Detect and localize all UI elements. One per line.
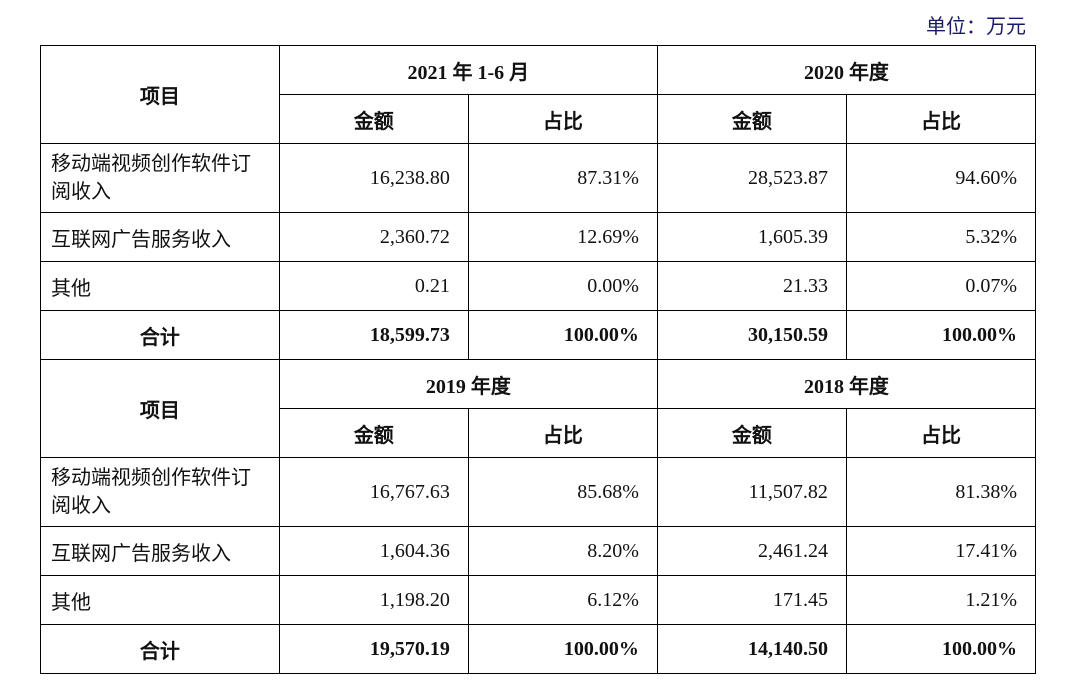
hdr-ratio: 占比: [846, 95, 1035, 144]
hdr-ratio: 占比: [846, 409, 1035, 458]
cell-ratio: 81.38%: [846, 458, 1035, 527]
table-row-total: 合计 18,599.73 100.00% 30,150.59 100.00%: [41, 311, 1036, 360]
cell-amount: 2,360.72: [279, 213, 468, 262]
cell-amount: 28,523.87: [657, 144, 846, 213]
hdr-ratio: 占比: [468, 409, 657, 458]
row-label: 移动端视频创作软件订阅收入: [41, 144, 280, 213]
hdr-period-2021h1: 2021 年 1-6 月: [279, 46, 657, 95]
cell-amount: 18,599.73: [279, 311, 468, 360]
table-row: 项目 2021 年 1-6 月 2020 年度: [41, 46, 1036, 95]
cell-amount: 16,767.63: [279, 458, 468, 527]
table-row: 互联网广告服务收入 1,604.36 8.20% 2,461.24 17.41%: [41, 527, 1036, 576]
hdr-ratio: 占比: [468, 95, 657, 144]
cell-ratio: 85.68%: [468, 458, 657, 527]
cell-ratio: 94.60%: [846, 144, 1035, 213]
hdr-period-2020: 2020 年度: [657, 46, 1035, 95]
hdr-period-2019: 2019 年度: [279, 360, 657, 409]
table-row: 移动端视频创作软件订阅收入 16,767.63 85.68% 11,507.82…: [41, 458, 1036, 527]
unit-label: 单位：万元: [40, 10, 1036, 39]
row-label: 其他: [41, 262, 280, 311]
cell-amount: 14,140.50: [657, 625, 846, 674]
cell-ratio: 1.21%: [846, 576, 1035, 625]
cell-amount: 19,570.19: [279, 625, 468, 674]
cell-ratio: 12.69%: [468, 213, 657, 262]
cell-ratio: 8.20%: [468, 527, 657, 576]
cell-ratio: 0.00%: [468, 262, 657, 311]
hdr-project: 项目: [41, 46, 280, 144]
cell-amount: 1,604.36: [279, 527, 468, 576]
row-label: 其他: [41, 576, 280, 625]
cell-amount: 2,461.24: [657, 527, 846, 576]
cell-amount: 16,238.80: [279, 144, 468, 213]
hdr-project: 项目: [41, 360, 280, 458]
hdr-period-2018: 2018 年度: [657, 360, 1035, 409]
row-total-label: 合计: [41, 625, 280, 674]
table-row: 其他 1,198.20 6.12% 171.45 1.21%: [41, 576, 1036, 625]
cell-ratio: 100.00%: [468, 311, 657, 360]
cell-ratio: 0.07%: [846, 262, 1035, 311]
cell-ratio: 100.00%: [846, 311, 1035, 360]
cell-ratio: 87.31%: [468, 144, 657, 213]
table-row-total: 合计 19,570.19 100.00% 14,140.50 100.00%: [41, 625, 1036, 674]
cell-amount: 0.21: [279, 262, 468, 311]
cell-ratio: 100.00%: [846, 625, 1035, 674]
table-row: 移动端视频创作软件订阅收入 16,238.80 87.31% 28,523.87…: [41, 144, 1036, 213]
cell-amount: 30,150.59: [657, 311, 846, 360]
cell-amount: 1,605.39: [657, 213, 846, 262]
cell-ratio: 100.00%: [468, 625, 657, 674]
hdr-amount: 金额: [657, 409, 846, 458]
hdr-amount: 金额: [279, 409, 468, 458]
table-row: 互联网广告服务收入 2,360.72 12.69% 1,605.39 5.32%: [41, 213, 1036, 262]
row-label: 移动端视频创作软件订阅收入: [41, 458, 280, 527]
row-total-label: 合计: [41, 311, 280, 360]
cell-ratio: 17.41%: [846, 527, 1035, 576]
cell-amount: 21.33: [657, 262, 846, 311]
cell-amount: 1,198.20: [279, 576, 468, 625]
cell-amount: 171.45: [657, 576, 846, 625]
row-label: 互联网广告服务收入: [41, 213, 280, 262]
hdr-amount: 金额: [657, 95, 846, 144]
cell-ratio: 5.32%: [846, 213, 1035, 262]
table-row: 其他 0.21 0.00% 21.33 0.07%: [41, 262, 1036, 311]
table-row: 项目 2019 年度 2018 年度: [41, 360, 1036, 409]
row-label: 互联网广告服务收入: [41, 527, 280, 576]
cell-ratio: 6.12%: [468, 576, 657, 625]
hdr-amount: 金额: [279, 95, 468, 144]
revenue-table: 项目 2021 年 1-6 月 2020 年度 金额 占比 金额 占比 移动端视…: [40, 45, 1036, 674]
cell-amount: 11,507.82: [657, 458, 846, 527]
